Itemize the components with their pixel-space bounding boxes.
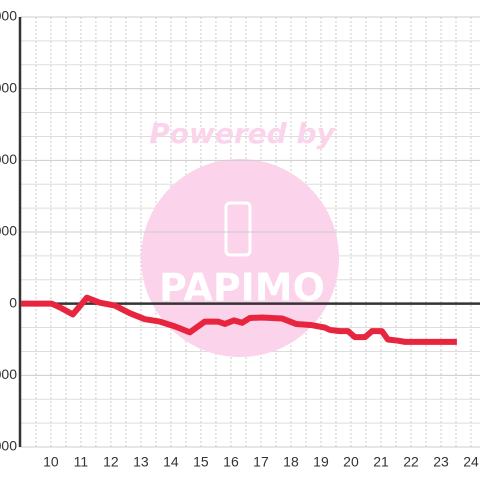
x-tick-label: 18 [283, 454, 299, 470]
y-tick-label: -6,000 [0, 438, 17, 454]
y-tick-label: 6,000 [0, 151, 17, 167]
x-tick-label: 17 [253, 454, 269, 470]
x-tick-label: 11 [74, 454, 89, 470]
watermark-icon [224, 201, 252, 257]
line [20, 294, 457, 345]
x-tick-label: 19 [313, 454, 329, 470]
x-tick-label: 10 [43, 454, 59, 470]
x-tick-label: 23 [433, 454, 449, 470]
x-tick-label: 15 [193, 454, 209, 470]
x-tick-label: 14 [163, 454, 179, 470]
watermark-text: Powered by [149, 117, 336, 150]
y-tick-label: 0 [9, 294, 17, 310]
y-tick-label: 3,000 [0, 223, 17, 239]
x-tick-label: 13 [133, 454, 149, 470]
watermark-text: PAPIMO [159, 266, 325, 310]
x-tick-label: 12 [103, 454, 119, 470]
x-tick-label: 16 [223, 454, 239, 470]
x-tick-label: 20 [343, 454, 359, 470]
watermark-circle [141, 159, 339, 357]
x-tick-label: 24 [463, 454, 479, 470]
x-tick-label: 21 [373, 454, 389, 470]
x-tick-label: 22 [403, 454, 419, 470]
y-tick-label: -3,000 [0, 366, 17, 382]
y-tick-label: 9,000 [0, 79, 17, 95]
y-tick-label: 12,000 [0, 8, 17, 24]
